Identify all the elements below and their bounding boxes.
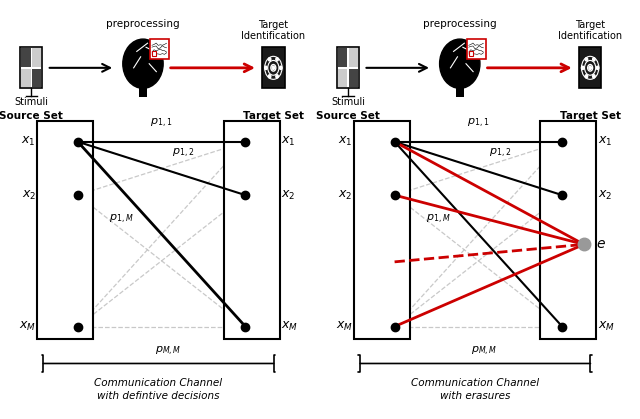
Circle shape <box>593 75 595 78</box>
FancyBboxPatch shape <box>152 51 156 56</box>
FancyBboxPatch shape <box>349 69 358 87</box>
Circle shape <box>593 58 595 61</box>
Text: Target
Identification: Target Identification <box>241 20 305 41</box>
Text: $p_{M,M}$: $p_{M,M}$ <box>155 345 181 358</box>
Text: $x_1$: $x_1$ <box>598 135 612 148</box>
Text: Target Set: Target Set <box>243 111 304 121</box>
Text: $e$: $e$ <box>596 238 606 251</box>
FancyBboxPatch shape <box>224 121 280 339</box>
Circle shape <box>585 58 588 61</box>
FancyBboxPatch shape <box>355 121 410 339</box>
Circle shape <box>276 75 278 78</box>
FancyBboxPatch shape <box>467 39 486 59</box>
FancyBboxPatch shape <box>20 47 42 88</box>
Text: preprocessing: preprocessing <box>106 18 180 28</box>
FancyBboxPatch shape <box>21 48 31 67</box>
Text: $p_{1,M}$: $p_{1,M}$ <box>109 213 134 226</box>
Text: $x_M$: $x_M$ <box>335 320 353 333</box>
Text: $p_{1,1}$: $p_{1,1}$ <box>467 117 490 130</box>
FancyBboxPatch shape <box>140 84 147 97</box>
Text: $p_{M,M}$: $p_{M,M}$ <box>472 345 498 358</box>
Circle shape <box>268 58 271 61</box>
Text: $x_1$: $x_1$ <box>338 135 353 148</box>
Text: $x_2$: $x_2$ <box>22 189 36 202</box>
FancyBboxPatch shape <box>349 48 358 67</box>
Text: Stimuli: Stimuli <box>331 97 365 106</box>
Text: Source Set: Source Set <box>0 111 63 121</box>
Circle shape <box>276 58 278 61</box>
Text: Source Set: Source Set <box>316 111 380 121</box>
Circle shape <box>585 75 588 78</box>
FancyBboxPatch shape <box>21 69 31 87</box>
Text: Stimuli: Stimuli <box>14 97 48 106</box>
Text: $x_2$: $x_2$ <box>339 189 353 202</box>
Text: preprocessing: preprocessing <box>423 18 497 28</box>
Text: $x_M$: $x_M$ <box>19 320 36 333</box>
Ellipse shape <box>440 39 480 88</box>
Text: $x_2$: $x_2$ <box>598 189 612 202</box>
Text: $p_{1,M}$: $p_{1,M}$ <box>426 213 451 226</box>
Text: $p_{1,2}$: $p_{1,2}$ <box>489 147 511 160</box>
Circle shape <box>589 66 591 70</box>
Text: $x_1$: $x_1$ <box>21 135 36 148</box>
Circle shape <box>582 66 584 70</box>
FancyBboxPatch shape <box>38 121 93 339</box>
FancyBboxPatch shape <box>456 84 463 97</box>
Text: Target
Identification: Target Identification <box>558 20 622 41</box>
FancyBboxPatch shape <box>262 47 285 88</box>
Circle shape <box>596 66 599 70</box>
Text: Communication Channel
with defintive decisions: Communication Channel with defintive dec… <box>95 378 223 401</box>
Text: Communication Channel
with erasures: Communication Channel with erasures <box>412 378 540 401</box>
FancyBboxPatch shape <box>32 48 42 67</box>
FancyBboxPatch shape <box>579 47 602 88</box>
FancyBboxPatch shape <box>540 121 596 339</box>
FancyBboxPatch shape <box>338 69 348 87</box>
Text: $x_1$: $x_1$ <box>281 135 296 148</box>
FancyBboxPatch shape <box>150 39 169 59</box>
FancyBboxPatch shape <box>468 51 473 56</box>
Ellipse shape <box>123 39 163 88</box>
FancyBboxPatch shape <box>32 69 42 87</box>
Circle shape <box>272 66 275 70</box>
FancyBboxPatch shape <box>337 47 359 88</box>
Circle shape <box>265 66 267 70</box>
Circle shape <box>268 75 271 78</box>
Text: $x_M$: $x_M$ <box>598 320 615 333</box>
Circle shape <box>280 66 282 70</box>
Text: $p_{1,1}$: $p_{1,1}$ <box>150 117 173 130</box>
FancyBboxPatch shape <box>338 48 348 67</box>
Text: $x_2$: $x_2$ <box>281 189 296 202</box>
Text: $x_M$: $x_M$ <box>281 320 298 333</box>
Text: $p_{1,2}$: $p_{1,2}$ <box>172 147 195 160</box>
Text: Target Set: Target Set <box>559 111 621 121</box>
